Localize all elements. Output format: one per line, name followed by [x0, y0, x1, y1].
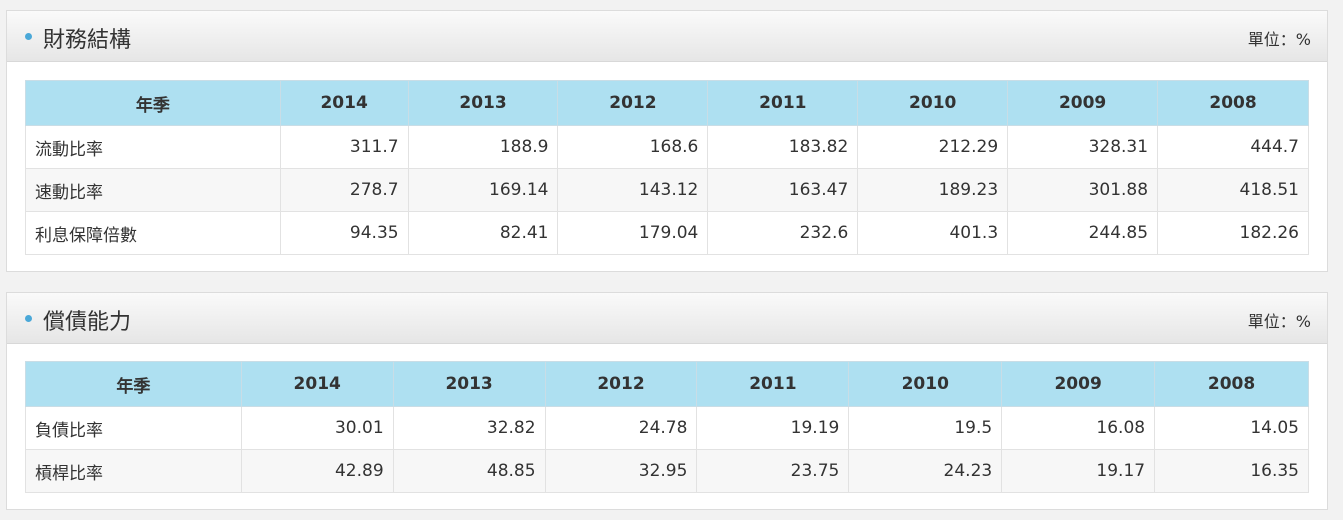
row-label: 利息保障倍數	[25, 211, 281, 255]
header-cell: 2012	[557, 80, 709, 126]
unit-label: 單位：%	[1247, 30, 1311, 49]
value-cell: 163.47	[707, 168, 859, 212]
header-cell: 2009	[1001, 361, 1156, 407]
value-cell: 24.78	[544, 406, 698, 450]
header-cell: 2010	[857, 80, 1009, 126]
value-cell: 14.05	[1154, 406, 1309, 450]
value-cell: 42.89	[240, 449, 394, 493]
header-cell: 2010	[848, 361, 1003, 407]
value-cell: 212.29	[857, 125, 1009, 169]
value-cell: 94.35	[279, 211, 409, 255]
bullet	[25, 33, 32, 40]
panel-title: 財務結構	[43, 28, 132, 53]
table-row: 槓桿比率 42.89 48.85 32.95 23.75 24.23 19.17 16.35	[25, 449, 1309, 493]
row-label: 流動比率	[25, 125, 281, 169]
row-label: 速動比率	[25, 168, 281, 212]
value-cell: 232.6	[707, 211, 859, 255]
table-row: 利息保障倍數 94.35 82.41 179.04 232.6 401.3 244.85 18…	[25, 211, 1309, 255]
header-cell: 2012	[544, 361, 698, 407]
value-cell: 311.7	[279, 125, 409, 169]
value-cell: 179.04	[557, 211, 709, 255]
panel: 財務結構 單位：% 年季 2014 2013 2012 2011 2010 2009 2008 流動…	[6, 10, 1328, 272]
table-row: 速動比率 278.7 169.14 143.12 163.47 189.23 301.88 4…	[25, 168, 1309, 212]
value-cell: 48.85	[392, 449, 546, 493]
value-cell: 301.88	[1007, 168, 1159, 212]
value-cell: 188.9	[407, 125, 559, 169]
unit-label: 單位：%	[1247, 312, 1311, 331]
table-body: 流動比率 311.7 188.9 168.6 183.82 212.29 328.31 444…	[25, 125, 1309, 255]
value-cell: 278.7	[279, 168, 409, 212]
header-cell: 2011	[696, 361, 850, 407]
value-cell: 16.35	[1154, 449, 1309, 493]
row-label: 負債比率	[25, 406, 242, 450]
table-body: 負債比率 30.01 32.82 24.78 19.19 19.5 16.08 14.05 槓桿…	[25, 406, 1309, 493]
row-label: 槓桿比率	[25, 449, 242, 493]
bullet	[25, 315, 32, 322]
data-table: 年季 2014 2013 2012 2011 2010 2009 2008 流動比率 311.7 1…	[25, 80, 1309, 255]
header-cell: 2013	[407, 80, 559, 126]
panel-header: 償債能力 單位：%	[7, 293, 1327, 344]
value-cell: 244.85	[1007, 211, 1159, 255]
table-head: 年季 2014 2013 2012 2011 2010 2009 2008	[25, 80, 1309, 126]
value-cell: 19.19	[696, 406, 850, 450]
header-cell: 2011	[707, 80, 859, 126]
header-row: 年季 2014 2013 2012 2011 2010 2009 2008	[25, 80, 1309, 126]
value-cell: 168.6	[557, 125, 709, 169]
header-cell: 2009	[1007, 80, 1159, 126]
value-cell: 328.31	[1007, 125, 1159, 169]
header-cell: 2008	[1154, 361, 1309, 407]
value-cell: 19.5	[848, 406, 1003, 450]
value-cell: 23.75	[696, 449, 850, 493]
value-cell: 82.41	[407, 211, 559, 255]
value-cell: 444.7	[1157, 125, 1309, 169]
value-cell: 19.17	[1001, 449, 1156, 493]
panel-title: 償債能力	[43, 310, 132, 335]
header-cell: 2014	[240, 361, 394, 407]
value-cell: 32.95	[544, 449, 698, 493]
value-cell: 183.82	[707, 125, 859, 169]
value-cell: 32.82	[392, 406, 546, 450]
panel: 償債能力 單位：% 年季 2014 2013 2012 2011 2010 2009 2008 負債…	[6, 292, 1328, 510]
header-cell: 2008	[1157, 80, 1309, 126]
value-cell: 189.23	[857, 168, 1009, 212]
table-row: 流動比率 311.7 188.9 168.6 183.82 212.29 328.31 444…	[25, 125, 1309, 169]
table-head: 年季 2014 2013 2012 2011 2010 2009 2008	[25, 361, 1309, 407]
value-cell: 401.3	[857, 211, 1009, 255]
value-cell: 24.23	[848, 449, 1003, 493]
header-cell: 2014	[279, 80, 409, 126]
value-cell: 169.14	[407, 168, 559, 212]
header-row: 年季 2014 2013 2012 2011 2010 2009 2008	[25, 361, 1309, 407]
value-cell: 143.12	[557, 168, 709, 212]
value-cell: 418.51	[1157, 168, 1309, 212]
panel-header: 財務結構 單位：%	[7, 11, 1327, 62]
header-cell: 年季	[25, 361, 242, 407]
table-row: 負債比率 30.01 32.82 24.78 19.19 19.5 16.08 14.05	[25, 406, 1309, 450]
header-cell: 年季	[25, 80, 281, 126]
value-cell: 16.08	[1001, 406, 1156, 450]
value-cell: 30.01	[240, 406, 394, 450]
value-cell: 182.26	[1157, 211, 1309, 255]
data-table: 年季 2014 2013 2012 2011 2010 2009 2008 負債比率 30.01 3…	[25, 361, 1309, 493]
header-cell: 2013	[392, 361, 546, 407]
